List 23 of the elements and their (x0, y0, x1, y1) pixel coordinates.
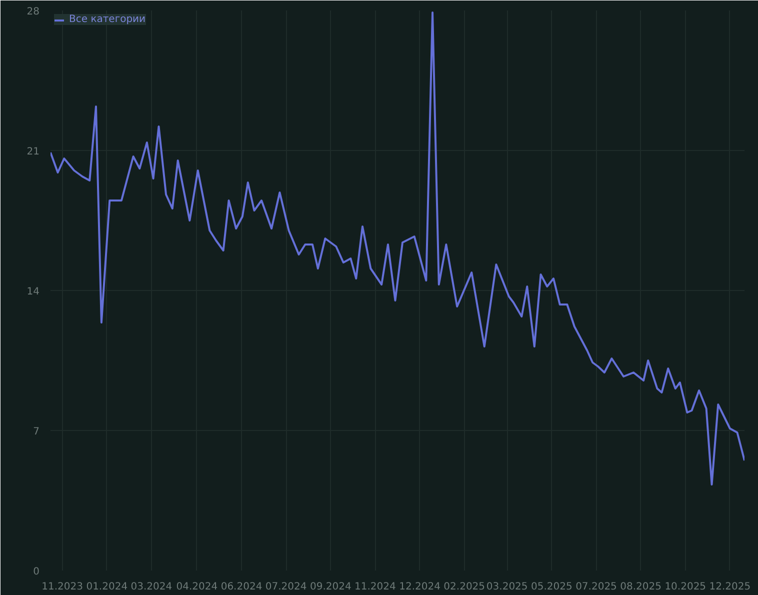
line-series (50, 12, 744, 486)
y-tick-label: 28 (26, 6, 40, 18)
x-tick-label: 11.2024 (354, 582, 396, 592)
x-tick-label: 04.2024 (176, 582, 218, 592)
x-tick-label: 12.2024 (399, 582, 440, 592)
x-tick-label: 07.2025 (576, 582, 617, 592)
x-tick-label: 12.2025 (709, 582, 751, 592)
x-tick-label: 02.2025 (444, 582, 486, 592)
y-tick-label: 7 (33, 426, 40, 438)
x-tick-label: 11.2023 (42, 582, 84, 592)
x-tick-label: 10.2025 (664, 582, 706, 592)
x-tick-label: 06.2024 (220, 582, 262, 592)
x-tick-label: 05.2025 (530, 582, 572, 592)
legend-label: Все категории (69, 14, 146, 25)
x-tick-label: 07.2024 (265, 582, 307, 592)
x-tick-label: 08.2025 (620, 582, 662, 592)
x-tick-label: 03.2024 (130, 582, 172, 592)
x-tick-label: 03.2025 (486, 582, 528, 592)
y-tick-label: 14 (26, 286, 40, 298)
x-tick-label: 09.2024 (310, 582, 352, 592)
y-tick-label: 0 (33, 566, 40, 578)
x-tick-label: 01.2024 (86, 582, 128, 592)
y-tick-label: 21 (26, 146, 40, 158)
